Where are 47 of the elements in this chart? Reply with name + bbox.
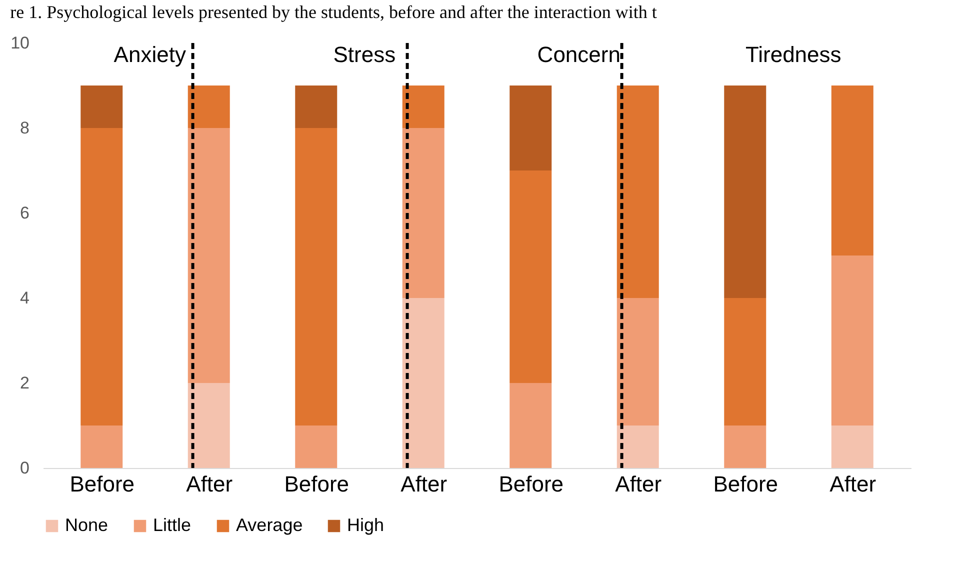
x-tick-label: After — [400, 472, 448, 496]
x-tick-label: Before — [498, 472, 564, 496]
bar — [402, 86, 444, 128]
bar — [831, 86, 874, 256]
y-tick-label: 6 — [20, 204, 30, 222]
bar — [295, 426, 338, 468]
y-tick-label: 0 — [20, 458, 30, 478]
bar — [402, 128, 444, 298]
chart-title: re 1. Psychological levels presented by the students, before and after the interaction with t — [10, 2, 657, 22]
x-tick-label: After — [615, 472, 662, 496]
bar — [295, 86, 338, 128]
bar — [402, 298, 444, 468]
x-tick-label: Before — [70, 472, 135, 496]
legend-label: High — [347, 515, 384, 535]
bar — [616, 86, 659, 298]
annotation: Concern — [537, 42, 620, 67]
bar — [510, 86, 552, 170]
x-tick-label: After — [186, 472, 233, 496]
bar — [188, 86, 230, 128]
bar — [831, 426, 874, 468]
y-tick-label: 4 — [20, 288, 30, 308]
bar — [188, 128, 230, 383]
bar — [510, 383, 552, 468]
x-tick-label: Before — [713, 472, 778, 496]
y-tick-label: 8 — [20, 118, 30, 138]
bar — [295, 128, 338, 426]
legend-label: Average — [236, 515, 303, 535]
bar — [188, 383, 230, 468]
legend-label: None — [65, 515, 108, 535]
bar — [724, 426, 766, 468]
bar — [80, 426, 123, 468]
bar — [724, 298, 766, 426]
x-tick-label: Before — [284, 472, 350, 496]
bar — [724, 86, 766, 298]
bar — [616, 298, 659, 426]
bar — [510, 170, 552, 383]
y-tick-label: 2 — [20, 374, 30, 392]
y-tick-label: 10 — [10, 34, 30, 52]
x-tick-label: After — [830, 472, 876, 496]
bar — [80, 128, 123, 426]
legend-label: Little — [153, 515, 192, 535]
bar — [80, 86, 123, 128]
bar — [831, 256, 874, 426]
annotation: Anxiety — [114, 42, 186, 67]
annotation: Tiredness — [745, 42, 842, 67]
bar — [616, 426, 659, 468]
annotation: Stress — [333, 42, 396, 67]
